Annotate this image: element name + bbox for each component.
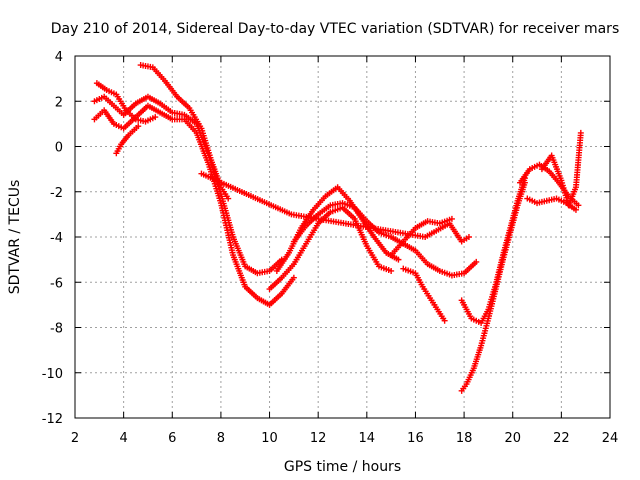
data-point: [388, 267, 395, 274]
x-tick-label: 16: [407, 431, 424, 446]
x-tick-label: 10: [261, 431, 278, 446]
data-point: [577, 129, 584, 136]
x-tick-label: 4: [119, 431, 127, 446]
data-point: [290, 274, 297, 281]
chart-title: Day 210 of 2014, Sidereal Day-to-day VTE…: [51, 21, 619, 37]
series-track-13: [517, 161, 582, 209]
x-tick-label: 14: [359, 431, 376, 446]
y-tick-label: 4: [55, 50, 63, 65]
x-tick-label: 6: [168, 431, 176, 446]
data-point: [135, 123, 142, 130]
series-track-5: [113, 123, 142, 157]
series-track-4: [137, 62, 232, 202]
x-tick-label: 12: [310, 431, 327, 446]
y-tick-label: 2: [55, 95, 63, 110]
data-point: [473, 258, 480, 265]
x-tick-label: 8: [217, 431, 225, 446]
series-track-12: [458, 175, 528, 326]
y-tick-label: -2: [50, 186, 63, 201]
y-tick-label: -8: [50, 322, 63, 337]
y-tick-label: -6: [50, 276, 63, 291]
x-tick-label: 24: [602, 431, 619, 446]
series-track-8: [290, 200, 480, 279]
series-track-3: [93, 80, 159, 125]
data-marks: [91, 62, 584, 394]
data-point: [152, 114, 159, 121]
data-point: [395, 256, 402, 263]
data-point: [448, 215, 455, 222]
x-tick-label: 20: [504, 431, 521, 446]
x-tick-label: 18: [456, 431, 473, 446]
x-tick-label: 22: [553, 431, 570, 446]
x-tick-label: 2: [71, 431, 79, 446]
series-track-16: [198, 170, 472, 245]
series-track-10: [400, 265, 448, 324]
series-track-14: [524, 195, 579, 213]
data-point: [441, 317, 448, 324]
y-tick-label: -10: [42, 367, 63, 382]
y-axis-label: SDTVAR / TECUs: [7, 180, 23, 295]
data-point: [465, 234, 472, 240]
y-tick-label: 0: [55, 141, 63, 156]
x-axis-label: GPS time / hours: [284, 459, 401, 475]
y-tick-label: -4: [50, 231, 63, 246]
data-point: [575, 202, 582, 209]
data-point: [572, 206, 579, 213]
y-tick-label: -12: [42, 412, 63, 427]
data-point: [225, 195, 232, 202]
series-track-15: [538, 129, 584, 209]
series-track-6: [266, 204, 395, 293]
